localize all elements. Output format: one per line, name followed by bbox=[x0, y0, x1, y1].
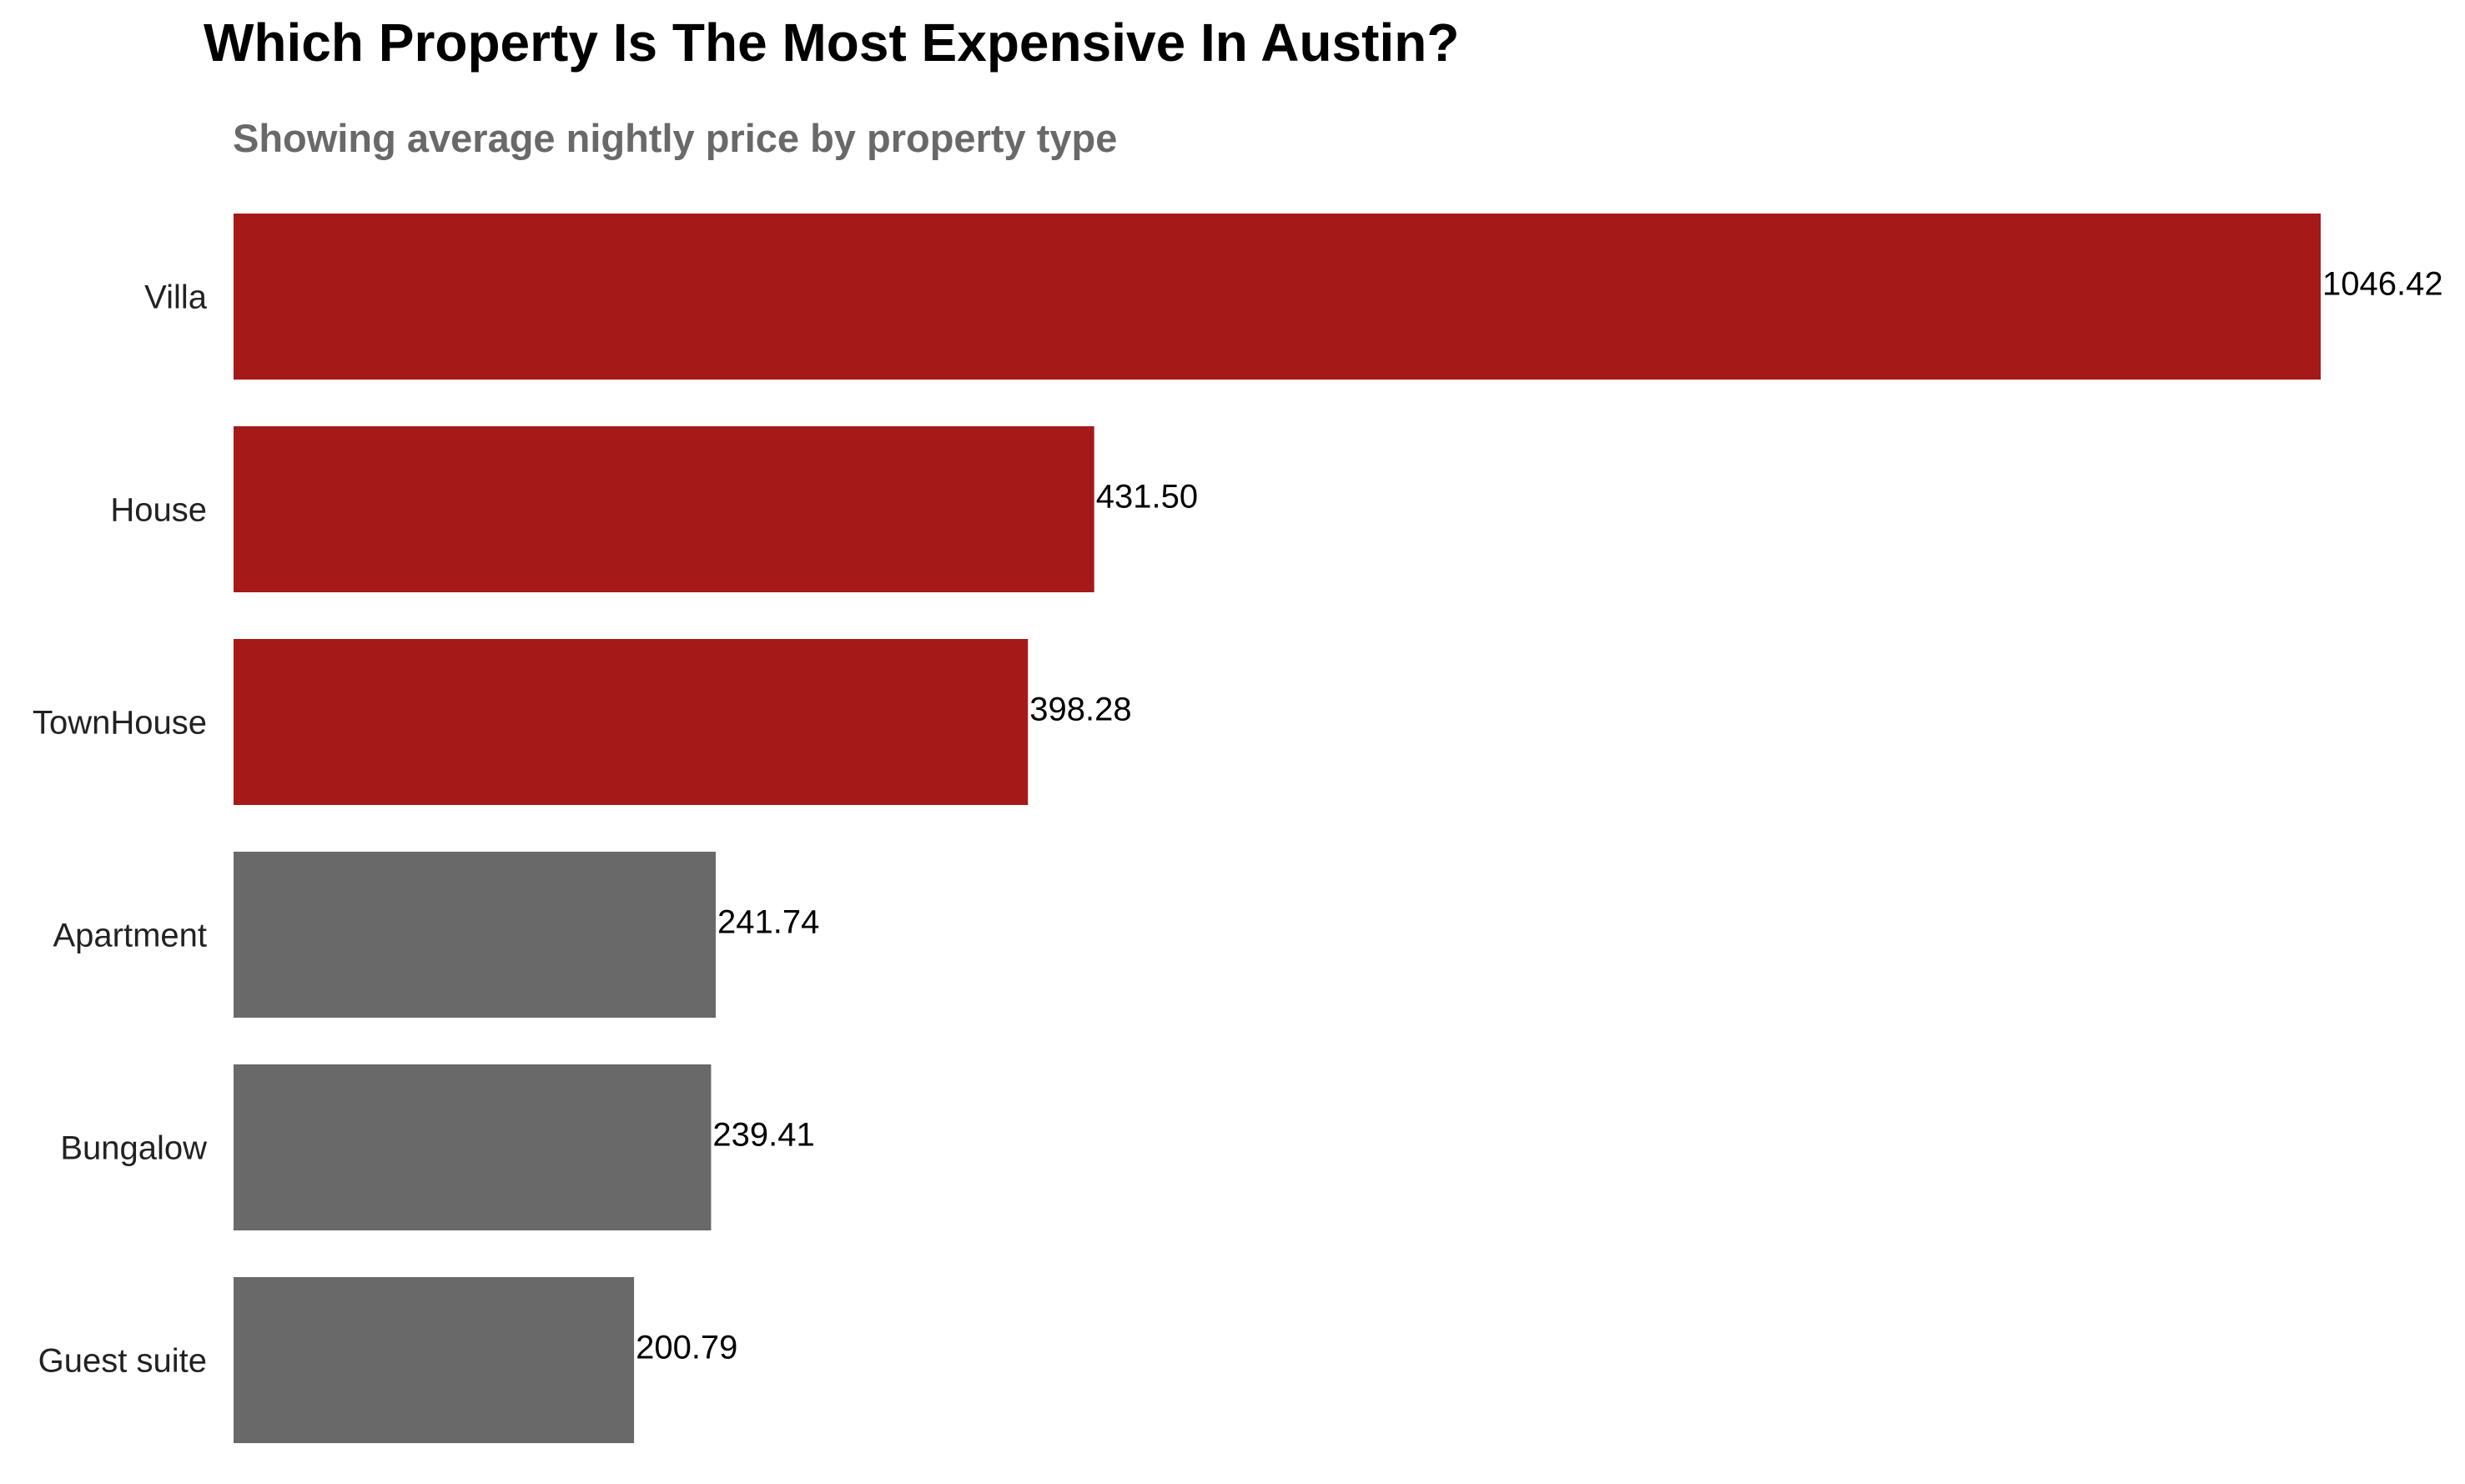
bar-house bbox=[234, 426, 1094, 592]
value-label-villa: 1046.42 bbox=[2322, 266, 2443, 303]
category-label-townhouse: TownHouse bbox=[33, 705, 207, 742]
category-label-house: House bbox=[110, 492, 207, 529]
labels-layer: Villa 1046.42 House 431.50 TownHouse 398.28 Ap… bbox=[33, 266, 2443, 1380]
bar-bungalow bbox=[234, 1064, 712, 1230]
value-label-bungalow: 239.41 bbox=[712, 1117, 814, 1154]
chart-title: Which Property Is The Most Expensive In … bbox=[204, 13, 1460, 73]
value-label-townhouse: 398.28 bbox=[1029, 692, 1131, 728]
value-label-house: 431.50 bbox=[1096, 479, 1198, 516]
category-label-villa: Villa bbox=[144, 279, 208, 316]
bar-villa bbox=[234, 214, 2321, 380]
value-label-apartment: 241.74 bbox=[717, 904, 819, 941]
bar-guest-suite bbox=[234, 1277, 635, 1443]
category-label-bungalow: Bungalow bbox=[60, 1130, 207, 1167]
chart-subtitle: Showing average nightly price by propert… bbox=[233, 116, 1118, 160]
value-label-guest-suite: 200.79 bbox=[636, 1330, 737, 1366]
bars-layer bbox=[234, 214, 2321, 1443]
bar-apartment bbox=[234, 852, 717, 1018]
bar-townhouse bbox=[234, 639, 1029, 805]
category-label-apartment: Apartment bbox=[53, 918, 207, 954]
category-label-guest-suite: Guest suite bbox=[38, 1343, 207, 1380]
